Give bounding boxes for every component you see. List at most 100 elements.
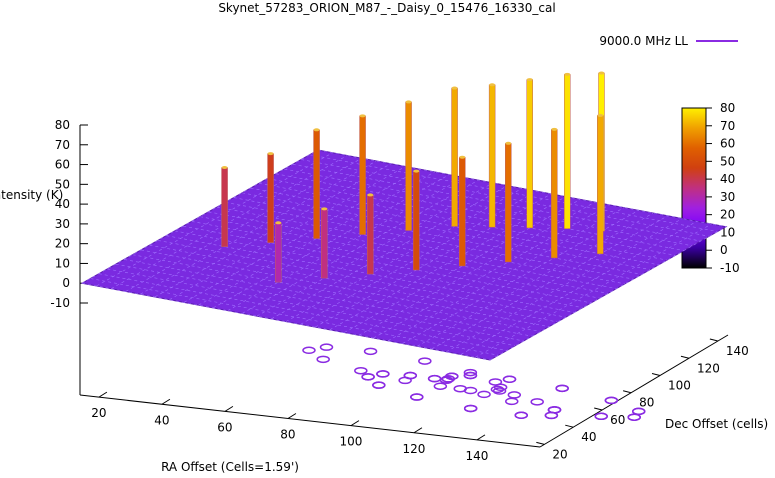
peak-column xyxy=(488,84,496,228)
peak-column xyxy=(367,194,374,275)
x-tick-mark xyxy=(350,420,360,427)
peak-cap xyxy=(359,114,366,118)
contour-ring xyxy=(463,404,478,413)
y-tick-mark xyxy=(594,407,603,411)
x-tick-mark xyxy=(98,391,108,398)
contour-ring xyxy=(316,355,330,364)
z-tick-label: -10 xyxy=(50,296,70,310)
y-tick-label: 80 xyxy=(639,396,654,410)
contour-ring xyxy=(427,374,442,383)
peak-cap xyxy=(597,113,604,117)
contour-ring xyxy=(514,411,528,420)
chart-title: Skynet_57283_ORION_M87_-_Daisy_0_15476_1… xyxy=(218,1,555,15)
x-tick-label: 100 xyxy=(340,435,363,449)
contour-ring xyxy=(302,346,316,355)
contour-ring xyxy=(502,375,517,384)
y-tick-label: 140 xyxy=(726,344,749,358)
peak-cap xyxy=(275,221,282,225)
colorbar-tick-label: 0 xyxy=(720,243,728,257)
y-tick-mark xyxy=(651,373,661,376)
peak-cap xyxy=(598,71,605,75)
x-tick-label: 20 xyxy=(91,406,106,420)
x-tick-mark xyxy=(413,427,423,434)
contour-ring xyxy=(319,343,334,351)
colorbar-ticks: -10 0 10 20 30 40 50 60 70 80 xyxy=(706,101,740,275)
z-tick-label: 0 xyxy=(62,276,70,290)
contour-ring xyxy=(530,398,544,406)
x-tick-label: 40 xyxy=(154,413,169,427)
surface-plane xyxy=(80,149,728,361)
peak-cap xyxy=(526,78,533,82)
y-tick-mark xyxy=(622,390,632,394)
x-tick-label: 140 xyxy=(466,449,489,463)
x-axis-label: RA Offset (Cells=1.59') xyxy=(161,460,299,474)
peak-column xyxy=(359,115,366,235)
peak-column xyxy=(505,143,512,263)
x-tick-mark xyxy=(161,398,171,405)
peak-cap xyxy=(321,207,328,211)
contour-ring xyxy=(463,368,478,377)
colorbar-tick-label: 60 xyxy=(720,137,735,151)
peak-cap xyxy=(505,141,512,145)
x-tick-label: 80 xyxy=(280,428,295,442)
x-tick-mark xyxy=(476,434,486,441)
peak-column xyxy=(564,74,571,229)
peak-cap xyxy=(267,152,274,156)
z-tick-label: 30 xyxy=(55,217,70,231)
contour-ring xyxy=(492,387,507,395)
peak-column xyxy=(526,79,533,229)
peak-cap xyxy=(367,193,374,197)
colorbar-tick-label: 10 xyxy=(720,225,735,239)
contour-ring xyxy=(372,381,386,389)
contour-ring xyxy=(433,382,448,390)
peak-layer xyxy=(221,71,605,283)
peak-column xyxy=(597,115,604,255)
colorbar-tick-label: 40 xyxy=(720,172,735,186)
contour-ring xyxy=(441,375,456,383)
contour-ring xyxy=(488,378,503,386)
y-axis-line xyxy=(539,334,729,448)
peak-column xyxy=(275,222,282,283)
peak-column xyxy=(221,167,228,247)
legend-label: 9000.0 MHz LL xyxy=(599,34,688,48)
peak-column xyxy=(405,101,412,231)
contour-ring xyxy=(463,386,478,395)
peak-column xyxy=(267,153,274,243)
peak-cap xyxy=(413,169,420,173)
contour-ring xyxy=(631,407,646,416)
y-axis-label: Dec Offset (cells) xyxy=(665,417,768,431)
colorbar-tick-label: 80 xyxy=(720,101,735,115)
peak-column xyxy=(413,170,420,271)
peak-cap xyxy=(451,86,458,90)
contour-layer xyxy=(302,343,646,421)
z-axis-label: Intensity (K) xyxy=(0,188,63,202)
y-ticks: 20 40 60 80 100 120 140 xyxy=(536,338,749,461)
x-tick-mark xyxy=(287,413,297,419)
z-tick-label: 50 xyxy=(55,177,70,191)
x-axis-line xyxy=(79,394,541,448)
y-tick-mark xyxy=(565,424,574,428)
y-tick-label: 60 xyxy=(610,413,625,427)
peak-cap xyxy=(221,166,228,169)
z-tick-label: 70 xyxy=(55,138,70,152)
contour-ring xyxy=(477,390,491,399)
x-tick-mark xyxy=(224,405,234,412)
z-ticks: -10 0 10 20 30 40 50 60 70 80 xyxy=(50,118,88,310)
contour-ring xyxy=(376,370,390,378)
y-tick-mark xyxy=(536,441,545,445)
z-tick-label: 60 xyxy=(55,158,70,172)
y-tick-label: 100 xyxy=(668,378,691,392)
contour-ring xyxy=(403,371,418,380)
contour-ring xyxy=(505,397,519,406)
y-tick-label: 120 xyxy=(697,361,720,375)
contour-ring xyxy=(594,412,608,421)
z-tick-label: 80 xyxy=(55,118,70,132)
peak-cap xyxy=(564,72,571,76)
y-tick-label: 20 xyxy=(552,447,567,461)
contour-ring xyxy=(544,411,559,420)
contour-ring xyxy=(555,384,569,393)
colorbar-tick-label: 20 xyxy=(720,208,735,222)
contour-ring xyxy=(507,391,522,399)
